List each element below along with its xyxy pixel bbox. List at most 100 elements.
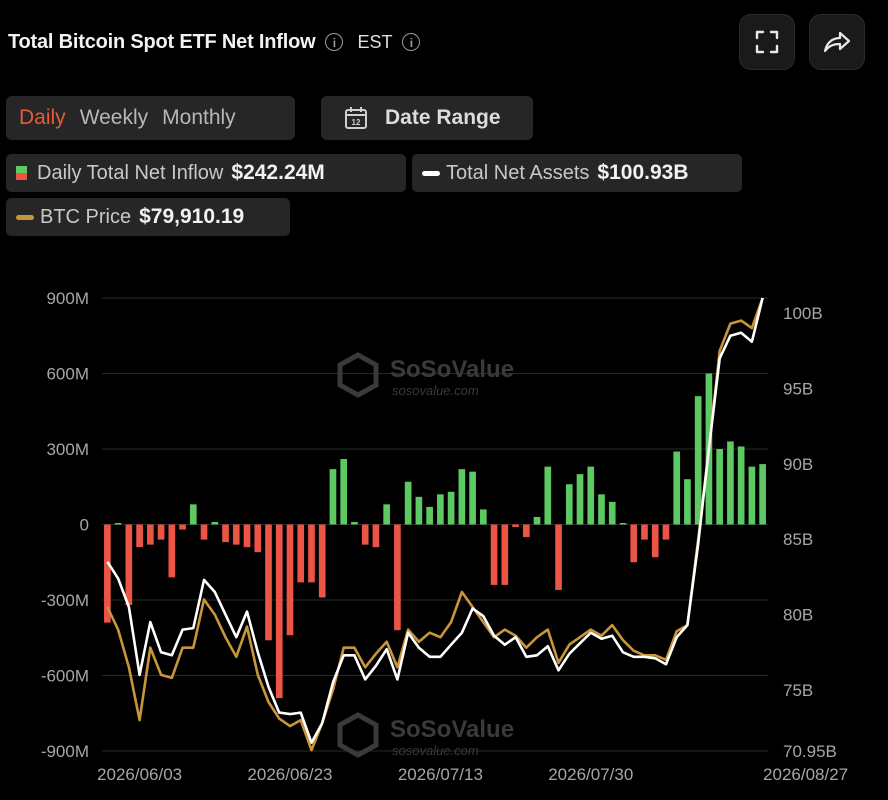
inflow-bar bbox=[727, 441, 734, 525]
watermark-brand: SoSoValue bbox=[390, 356, 514, 383]
inflow-bar bbox=[565, 484, 573, 525]
inflow-bars bbox=[104, 373, 766, 699]
inflow-bar bbox=[598, 494, 605, 525]
inflow-bar bbox=[437, 494, 444, 525]
legend-price[interactable]: BTC Price $79,910.19 bbox=[6, 198, 290, 236]
inflow-bar bbox=[351, 521, 358, 525]
watermark-url-2: sosovalue.com bbox=[392, 743, 479, 758]
inflow-bar bbox=[286, 524, 294, 636]
inflow-bar bbox=[275, 524, 283, 699]
inflow-bar bbox=[447, 491, 455, 525]
legend-assets-value: $100.93B bbox=[597, 161, 689, 184]
inflow-bar bbox=[179, 524, 186, 530]
x-tick-label: 2026/06/03 bbox=[97, 765, 182, 784]
inflow-bar bbox=[512, 524, 519, 528]
inflow-bar bbox=[662, 524, 670, 540]
inflow-bar bbox=[136, 524, 143, 548]
y-left-tick-label: -300M bbox=[41, 591, 89, 610]
tab-monthly[interactable]: Monthly bbox=[162, 106, 236, 129]
y-right-tick-label: 90B bbox=[783, 455, 813, 474]
chart-title: Total Bitcoin Spot ETF Net Inflow bbox=[8, 30, 316, 53]
y-right-tick-label: 100B bbox=[783, 304, 823, 323]
inflow-swatch bbox=[16, 166, 27, 180]
timezone-label: EST bbox=[357, 31, 393, 52]
inflow-bar bbox=[254, 524, 262, 553]
inflow-bar bbox=[168, 524, 176, 578]
inflow-bar bbox=[544, 466, 552, 525]
inflow-bar bbox=[608, 501, 616, 525]
inflow-bar bbox=[125, 524, 133, 606]
fullscreen-button[interactable] bbox=[739, 14, 795, 70]
assets-swatch bbox=[422, 170, 440, 176]
date-range-button[interactable]: 12 Date Range bbox=[321, 96, 533, 140]
inflow-bar bbox=[759, 464, 766, 525]
inflow-bar bbox=[329, 469, 337, 525]
inflow-bar bbox=[104, 524, 111, 623]
inflow-bar bbox=[748, 466, 756, 525]
legend-inflow[interactable]: Daily Total Net Inflow $242.24M bbox=[6, 154, 406, 192]
inflow-bar bbox=[297, 524, 305, 583]
inflow-chart[interactable]: SoSoValue sosovalue.com SoSoValue sosova… bbox=[0, 280, 888, 800]
y-right-tick-label: 80B bbox=[783, 606, 813, 625]
inflow-bar bbox=[684, 479, 691, 525]
inflow-bar bbox=[501, 524, 509, 585]
inflow-bar bbox=[522, 524, 530, 538]
y-left-tick-label: 900M bbox=[46, 289, 89, 308]
info-icon[interactable]: i bbox=[325, 33, 344, 51]
inflow-bar bbox=[372, 524, 380, 548]
fullscreen-icon bbox=[755, 30, 779, 54]
legend-inflow-name: Daily Total Net Inflow bbox=[37, 161, 224, 184]
y-left-tick-label: -900M bbox=[41, 742, 89, 761]
watermark-top: SoSoValue sosovalue.com bbox=[337, 352, 514, 398]
price-swatch bbox=[16, 214, 34, 220]
btc-price-line bbox=[106, 297, 764, 752]
x-tick-label: 2026/06/23 bbox=[247, 765, 332, 784]
watermark-logo-icon bbox=[337, 352, 379, 398]
period-tabs: Daily Weekly Monthly bbox=[6, 96, 295, 140]
tab-daily[interactable]: Daily bbox=[19, 106, 66, 129]
inflow-bar bbox=[619, 523, 627, 525]
inflow-bar bbox=[651, 524, 659, 558]
inflow-bar bbox=[737, 446, 745, 525]
calendar-icon-text: 12 bbox=[352, 118, 361, 127]
inflow-bar bbox=[555, 524, 562, 590]
inflow-bar bbox=[426, 506, 433, 525]
y-axis-left: -900M -600M -300M 0 300M 600M 900M bbox=[41, 289, 89, 761]
tab-weekly[interactable]: Weekly bbox=[79, 106, 149, 129]
inflow-bar bbox=[404, 481, 412, 525]
timezone-info-icon[interactable]: i bbox=[402, 33, 421, 51]
watermark-brand-2: SoSoValue bbox=[390, 716, 514, 743]
inflow-bar bbox=[533, 516, 541, 525]
watermark-logo-icon-2 bbox=[337, 712, 379, 758]
inflow-bar bbox=[458, 469, 466, 525]
inflow-bar bbox=[265, 524, 272, 641]
watermark-bottom: SoSoValue sosovalue.com bbox=[337, 712, 514, 758]
inflow-bar bbox=[673, 451, 681, 525]
share-button[interactable] bbox=[809, 14, 865, 70]
inflow-bar bbox=[147, 524, 154, 545]
x-axis: 2026/06/03 2026/06/23 2026/07/13 2026/07/30… bbox=[97, 765, 848, 784]
inflow-bar bbox=[340, 459, 348, 525]
inflow-bar bbox=[243, 524, 251, 548]
inflow-bar bbox=[694, 396, 702, 525]
y-right-tick-label: 95B bbox=[783, 379, 813, 398]
inflow-bar bbox=[308, 524, 315, 583]
legend-assets[interactable]: Total Net Assets $100.93B bbox=[412, 154, 742, 192]
legend-price-name: BTC Price bbox=[40, 205, 132, 228]
inflow-bar bbox=[630, 524, 638, 563]
inflow-bar bbox=[469, 471, 476, 525]
inflow-bar bbox=[394, 524, 401, 631]
x-tick-label: 2026/07/30 bbox=[548, 765, 633, 784]
inflow-bar bbox=[383, 504, 390, 525]
inflow-bar bbox=[222, 524, 229, 543]
inflow-bar bbox=[318, 524, 326, 598]
watermark-url: sosovalue.com bbox=[392, 383, 479, 398]
inflow-bar bbox=[415, 496, 423, 525]
inflow-bar bbox=[232, 524, 240, 545]
inflow-bar bbox=[211, 521, 219, 525]
calendar-icon: 12 bbox=[345, 107, 367, 129]
share-icon bbox=[823, 31, 851, 53]
inflow-bar bbox=[361, 524, 369, 545]
x-tick-label: 2026/07/13 bbox=[398, 765, 483, 784]
inflow-bar bbox=[189, 504, 197, 525]
